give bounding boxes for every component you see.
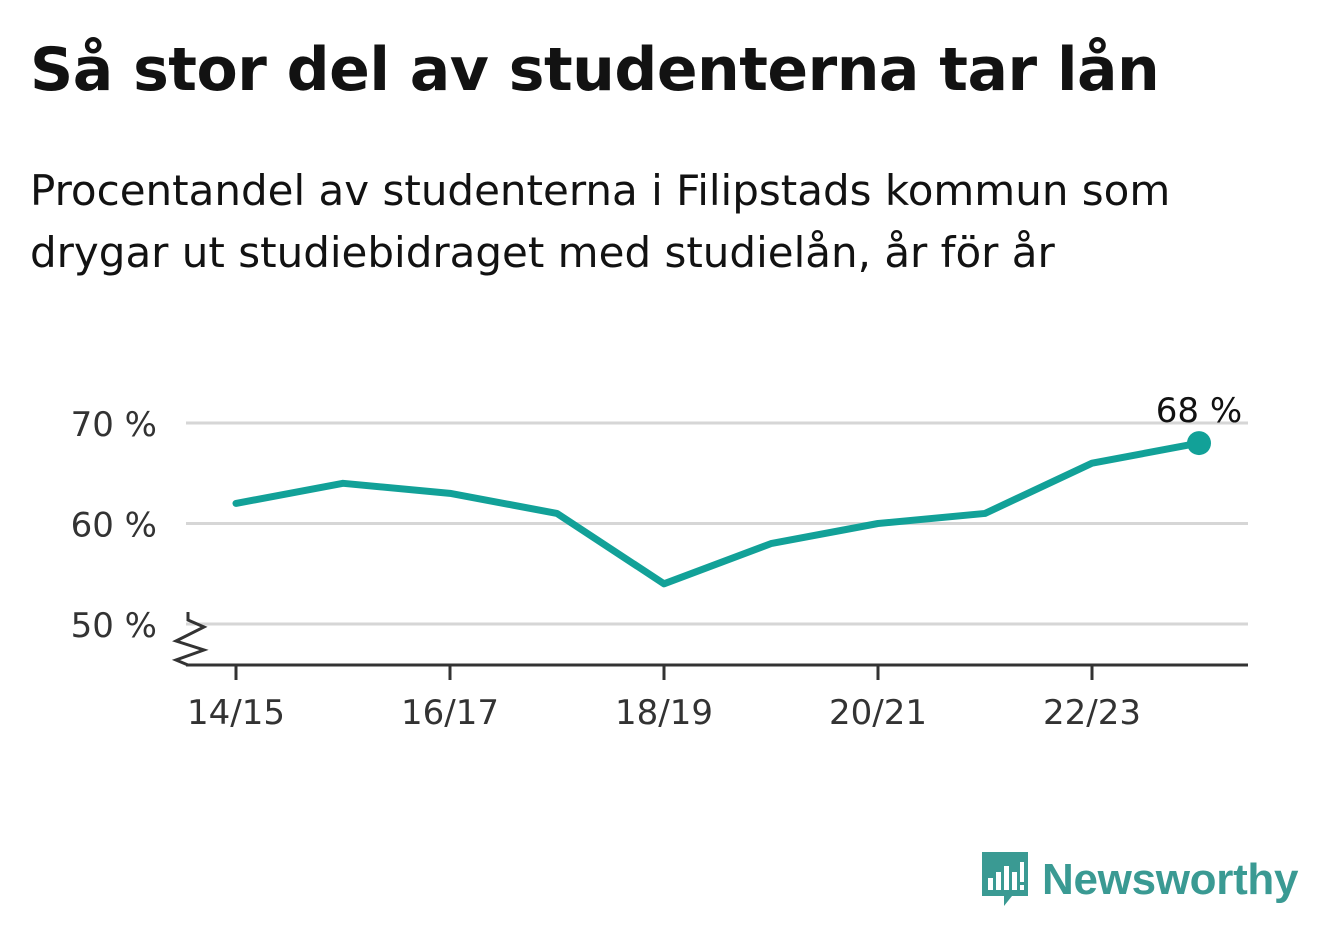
x-tick-label: 18/19 <box>615 693 713 733</box>
x-axis <box>171 612 1248 667</box>
y-tick-label: 50 % <box>71 606 157 646</box>
y-axis-tick-labels: 50 % 60 % 70 % <box>71 405 157 646</box>
y-tick-label: 70 % <box>71 405 157 445</box>
chart-title: Så stor del av studenterna tar lån <box>30 35 1160 105</box>
x-tick-label: 16/17 <box>401 693 499 733</box>
bar-chart-speech-bubble-icon <box>982 852 1028 906</box>
chart-subtitle: Procentandel av studenterna i Filipstads… <box>30 166 1171 277</box>
y-tick-label: 60 % <box>71 506 157 546</box>
x-tick-label: 14/15 <box>187 693 285 733</box>
newsworthy-logo: Newsworthy <box>980 850 1298 910</box>
series-line <box>232 439 1203 588</box>
x-axis-ticks: 14/15 16/17 18/19 20/21 22/23 <box>187 665 1141 733</box>
series-layer: 68 % <box>232 391 1242 588</box>
x-tick-label: 20/21 <box>829 693 927 733</box>
axis-break-icon <box>171 612 209 667</box>
x-tick-label: 22/23 <box>1043 693 1141 733</box>
gridlines <box>186 421 1248 626</box>
last-data-point <box>1187 431 1211 456</box>
end-value-label: 68 % <box>1156 391 1242 431</box>
brand-name: Newsworthy <box>1042 855 1299 904</box>
